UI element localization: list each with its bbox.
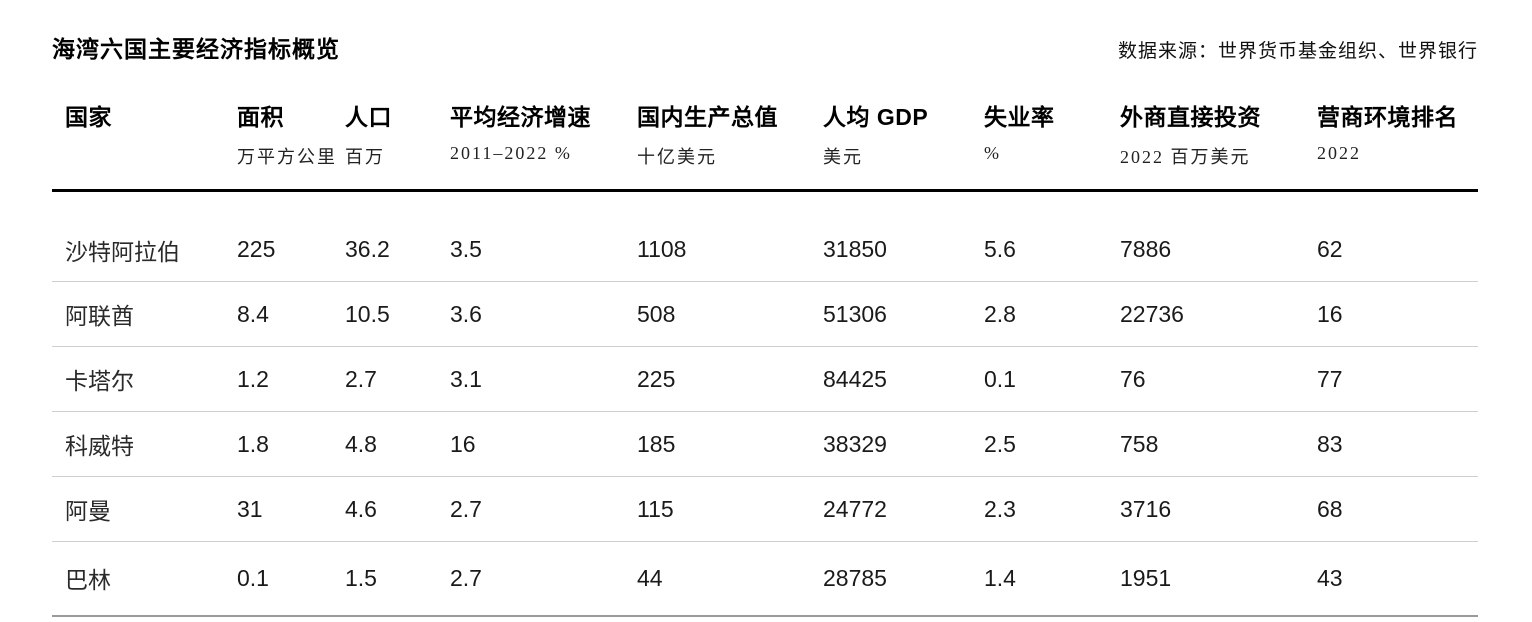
value-cell: 2.7 — [450, 476, 637, 542]
value-cell: 22736 — [1120, 281, 1317, 347]
column-header-population: 人口 百万 — [345, 98, 450, 192]
value-cell: 68 — [1317, 476, 1478, 542]
country-cell: 阿联酋 — [52, 281, 237, 347]
value-cell: 115 — [637, 476, 823, 542]
value-cell: 3.5 — [450, 236, 482, 262]
page-title: 海湾六国主要经济指标概览 — [52, 36, 340, 62]
data-source-note: 数据来源：世界货币基金组织、世界银行 — [1117, 41, 1478, 62]
header-row: 国家 面积 万平方公里 人口 百万 平均经济增速 2011–2022 % 国内生… — [52, 98, 1478, 192]
country-cell: 科威特 — [52, 411, 237, 477]
value-cell: 16 — [1317, 281, 1478, 347]
value-cell: 83 — [1317, 411, 1478, 477]
column-unit: 2022 百万美元 — [1120, 147, 1251, 167]
value-cell: 1.8 — [237, 411, 345, 477]
column-header-fdi: 外商直接投资 2022 百万美元 — [1120, 98, 1317, 192]
country-cell: 巴林 — [52, 541, 237, 617]
value-cell: 4.8 — [345, 411, 450, 477]
column-label: 面积 — [237, 104, 284, 130]
table-row: 沙特阿拉伯 225 36.2 3.5 1108 31850 5.6 7886 6… — [52, 191, 1478, 282]
country-cell: 卡塔尔 — [52, 346, 237, 412]
column-label: 营商环境排名 — [1317, 104, 1458, 130]
table-header: 国家 面积 万平方公里 人口 百万 平均经济增速 2011–2022 % 国内生… — [52, 98, 1478, 192]
column-label: 平均经济增速 — [450, 104, 591, 130]
country-cell: 阿曼 — [52, 476, 237, 542]
value-cell: 508 — [637, 281, 823, 347]
value-cell: 44 — [637, 541, 823, 617]
country-cell: 沙特阿拉伯 — [65, 238, 180, 265]
value-cell: 10.5 — [345, 281, 450, 347]
value-cell: 8.4 — [237, 281, 345, 347]
value-cell: 3716 — [1120, 476, 1317, 542]
value-cell: 43 — [1317, 541, 1478, 617]
table-body: 沙特阿拉伯 225 36.2 3.5 1108 31850 5.6 7886 6… — [52, 191, 1478, 617]
column-unit — [65, 143, 237, 164]
column-unit: 十亿美元 — [637, 147, 717, 167]
value-cell: 31 — [237, 476, 345, 542]
topbar: 海湾六国主要经济指标概览 数据来源：世界货币基金组织、世界银行 — [52, 30, 1478, 64]
value-cell: 1.2 — [237, 346, 345, 412]
value-cell: 62 — [1317, 236, 1343, 262]
column-header-business-ranking: 营商环境排名 2022 — [1317, 98, 1478, 192]
column-label: 人口 — [345, 104, 392, 130]
column-header-country: 国家 — [52, 98, 237, 192]
value-cell: 1.5 — [345, 541, 450, 617]
value-cell: 758 — [1120, 411, 1317, 477]
economic-indicators-table: 国家 面积 万平方公里 人口 百万 平均经济增速 2011–2022 % 国内生… — [52, 98, 1478, 617]
value-cell: 16 — [450, 411, 637, 477]
column-header-gdp: 国内生产总值 十亿美元 — [637, 98, 823, 192]
column-header-unemployment: 失业率 % — [984, 98, 1120, 192]
value-cell: 7886 — [1120, 236, 1172, 262]
value-cell: 2.3 — [984, 476, 1120, 542]
value-cell: 2.5 — [984, 411, 1120, 477]
value-cell: 185 — [637, 411, 823, 477]
value-cell: 1951 — [1120, 541, 1317, 617]
value-cell: 0.1 — [237, 541, 345, 617]
table-row: 卡塔尔 1.2 2.7 3.1 225 84425 0.1 76 77 — [52, 346, 1478, 412]
value-cell: 36.2 — [345, 236, 390, 262]
value-cell: 3.6 — [450, 281, 637, 347]
value-cell: 24772 — [823, 476, 984, 542]
column-unit: 2011–2022 % — [450, 143, 572, 163]
column-label: 外商直接投资 — [1120, 104, 1261, 130]
value-cell: 77 — [1317, 346, 1478, 412]
value-cell: 5.6 — [984, 236, 1016, 262]
column-unit: % — [984, 143, 1001, 163]
value-cell: 38329 — [823, 411, 984, 477]
value-cell: 2.7 — [450, 541, 637, 617]
table-row: 阿曼 31 4.6 2.7 115 24772 2.3 3716 68 — [52, 476, 1478, 542]
column-label: 国内生产总值 — [637, 104, 778, 130]
column-label: 失业率 — [984, 104, 1055, 130]
value-cell: 2.7 — [345, 346, 450, 412]
column-unit: 2022 — [1317, 143, 1361, 163]
value-cell: 3.1 — [450, 346, 637, 412]
table-row: 巴林 0.1 1.5 2.7 44 28785 1.4 1951 43 — [52, 541, 1478, 617]
table-row: 阿联酋 8.4 10.5 3.6 508 51306 2.8 22736 16 — [52, 281, 1478, 347]
value-cell: 1.4 — [984, 541, 1120, 617]
column-header-avg-growth: 平均经济增速 2011–2022 % — [450, 98, 637, 192]
value-cell: 76 — [1120, 346, 1317, 412]
column-label: 国家 — [65, 104, 112, 130]
column-label: 人均 GDP — [823, 104, 929, 130]
value-cell: 2.8 — [984, 281, 1120, 347]
table-row: 科威特 1.8 4.8 16 185 38329 2.5 758 83 — [52, 411, 1478, 477]
value-cell: 84425 — [823, 346, 984, 412]
value-cell: 1108 — [637, 236, 687, 262]
column-unit: 美元 — [823, 147, 863, 167]
value-cell: 225 — [237, 236, 276, 262]
value-cell: 4.6 — [345, 476, 450, 542]
column-unit: 百万 — [345, 147, 385, 167]
column-header-area: 面积 万平方公里 — [237, 98, 345, 192]
value-cell: 28785 — [823, 541, 984, 617]
value-cell: 0.1 — [984, 346, 1120, 412]
value-cell: 31850 — [823, 236, 887, 262]
column-header-gdp-per-capita: 人均 GDP 美元 — [823, 98, 984, 192]
value-cell: 51306 — [823, 281, 984, 347]
value-cell: 225 — [637, 346, 823, 412]
column-unit: 万平方公里 — [237, 147, 337, 167]
